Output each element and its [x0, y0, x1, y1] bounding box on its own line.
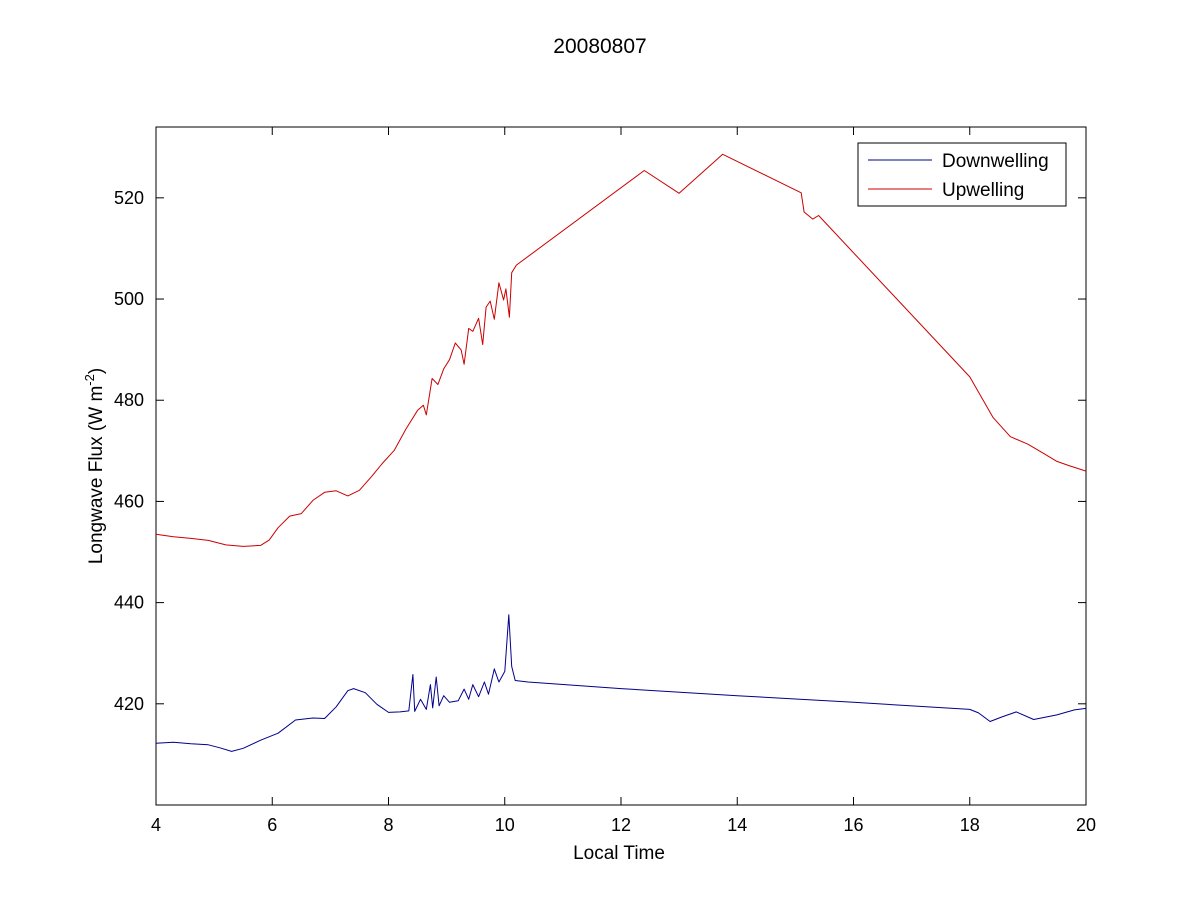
x-tick-label-1: 6: [267, 815, 277, 835]
y-tick-label-1: 440: [114, 593, 144, 613]
y-axis-label-close: ): [86, 368, 107, 374]
x-tick-label-0: 4: [151, 815, 161, 835]
legend: Downwelling Upwelling: [857, 142, 1067, 207]
plot-area: [155, 126, 1087, 806]
x-tick-label-4: 12: [611, 815, 631, 835]
y-axis-label: Longwave Flux (W m-2): [82, 368, 107, 564]
y-axis-label-base: Longwave Flux (W m: [86, 386, 107, 564]
series-line-upwelling: [155, 153, 1087, 547]
x-tick-label-7: 18: [960, 815, 980, 835]
x-axis-label: Local Time: [573, 843, 665, 864]
x-tick-label-3: 10: [495, 815, 515, 835]
y-tick-label-4: 500: [114, 289, 144, 309]
svg-text:Longwave Flux (W m-2): Longwave Flux (W m-2): [82, 368, 107, 564]
y-axis-label-sup: -2: [82, 374, 97, 386]
x-tick-label-6: 16: [843, 815, 863, 835]
axis-ticks: 4 6 8 10 12 14 16 18 20 420 440 460 480 500 520: [114, 127, 1096, 835]
legend-label-upwelling: Upwelling: [942, 180, 1024, 201]
series-layer: [155, 153, 1087, 752]
legend-label-downwelling: Downwelling: [942, 151, 1049, 172]
x-tick-label-2: 8: [383, 815, 393, 835]
legend-box: [857, 142, 1067, 207]
x-tick-label-8: 20: [1076, 815, 1096, 835]
y-tick-label-5: 520: [114, 188, 144, 208]
y-tick-label-2: 460: [114, 491, 144, 511]
series-line-downwelling: [155, 614, 1087, 752]
x-tick-label-5: 14: [727, 815, 747, 835]
chart-title: 20080807: [553, 35, 646, 58]
y-tick-label-3: 480: [114, 390, 144, 410]
y-tick-label-0: 420: [114, 694, 144, 714]
